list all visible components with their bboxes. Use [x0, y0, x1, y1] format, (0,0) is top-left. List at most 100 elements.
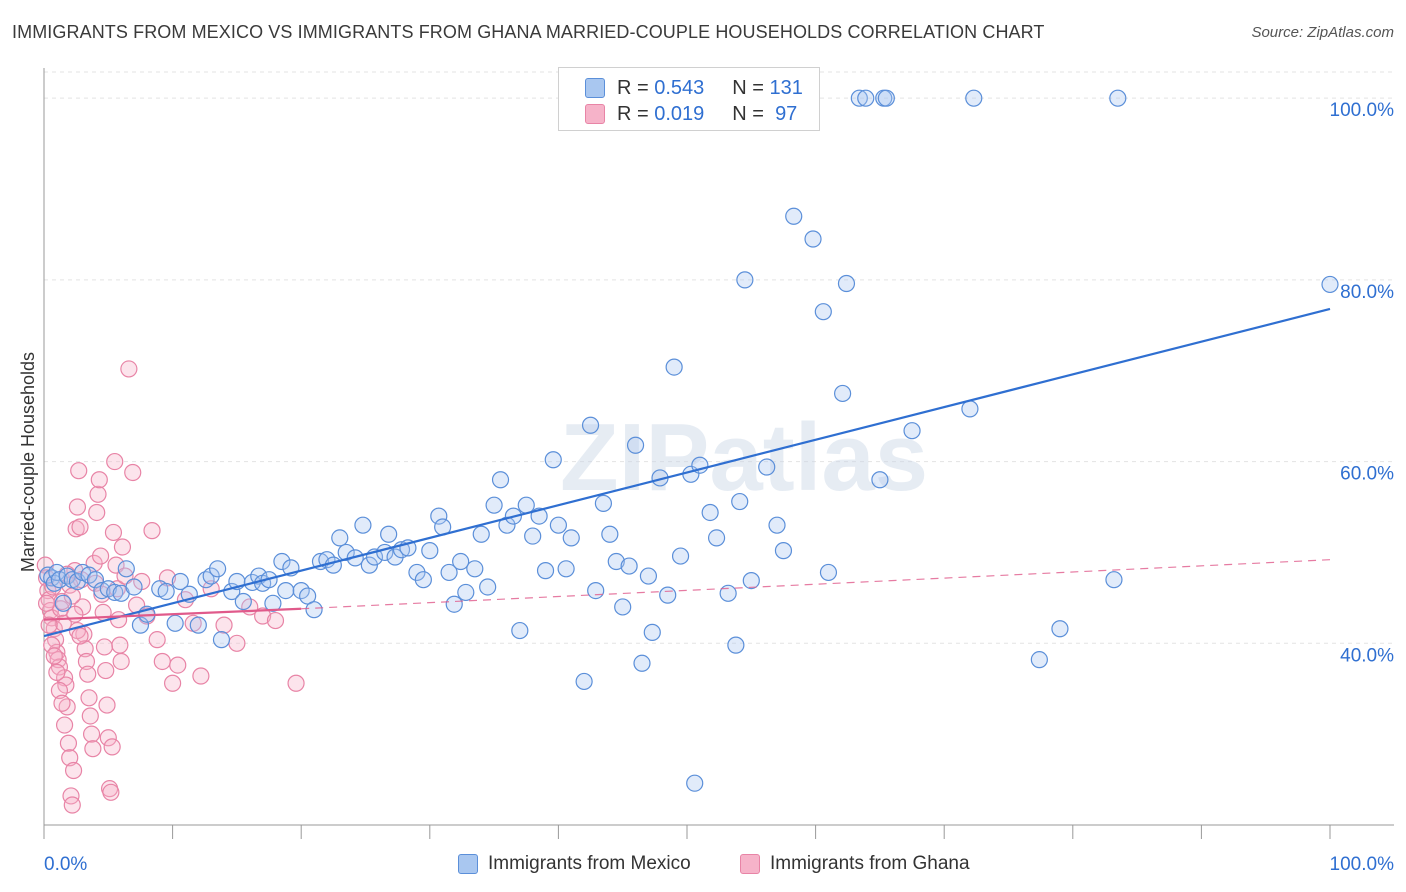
ghana-point: [104, 523, 123, 542]
mexico-point: [837, 274, 856, 293]
ghana-point: [192, 667, 210, 685]
n-label: N =: [732, 102, 764, 125]
mexico-point: [871, 471, 889, 489]
ghana-point: [40, 616, 58, 634]
mexico-point: [850, 89, 868, 107]
mexico-point: [659, 586, 677, 604]
mexico-point: [814, 303, 832, 321]
ghana-point: [109, 611, 128, 629]
mexico-point: [626, 436, 645, 454]
stats-legend: R = 0.543 N = 131 R = 0.019 N = 97: [558, 67, 820, 131]
ghana-point: [124, 463, 142, 482]
ghana-point: [43, 636, 61, 654]
mexico-point: [440, 563, 458, 582]
ghana-point: [111, 636, 129, 654]
mexico-point: [171, 572, 189, 591]
mexico-point: [524, 527, 542, 545]
y-tick-label: 40.0%: [1340, 645, 1394, 666]
mexico-point: [671, 547, 690, 565]
ghana-point: [254, 607, 272, 625]
mexico-point: [125, 578, 143, 596]
ghana-point: [45, 647, 63, 665]
mexico-point: [264, 594, 282, 612]
ghana-point: [62, 787, 80, 805]
mexico-point: [758, 458, 776, 476]
mexico-point: [736, 271, 754, 289]
mexico-point: [166, 614, 184, 632]
mexico-point: [965, 89, 983, 107]
ghana-legend-label: Immigrants from Ghana: [770, 853, 970, 874]
n-label: N =: [732, 76, 764, 99]
ghana-point: [37, 594, 56, 612]
mexico-point: [305, 601, 323, 619]
mexico-point: [445, 595, 463, 613]
mexico-points: [39, 89, 1339, 792]
mexico-point: [607, 552, 625, 571]
legend-row-ghana: R = 0.019 N = 97: [585, 102, 797, 126]
mexico-legend-swatch: [458, 854, 478, 874]
ghana-point: [120, 360, 138, 378]
mexico-point: [857, 89, 875, 107]
mexico-point: [337, 543, 355, 562]
trend-lines: [43, 307, 1331, 638]
ghana-point: [70, 462, 88, 480]
ghana-point: [82, 725, 101, 743]
mexico-point: [511, 621, 529, 640]
mexico-point: [93, 581, 111, 600]
ghana-point: [68, 498, 87, 516]
mexico-point: [665, 358, 683, 376]
mexico-point: [324, 556, 342, 574]
ghana-point: [91, 547, 110, 565]
ghana-point: [61, 749, 79, 767]
mexico-point: [594, 494, 613, 512]
ghana-point: [153, 652, 171, 671]
mexico-point: [466, 560, 484, 578]
mexico-legend-label: Immigrants from Mexico: [488, 853, 691, 874]
mexico-point: [1321, 275, 1339, 294]
mexico-point: [1030, 651, 1048, 669]
mexico-point: [785, 207, 803, 225]
mexico-point: [731, 492, 749, 511]
x-tick-labels: 0.0% 100.0%: [44, 854, 1394, 875]
bottom-legend-ghana: Immigrants from Ghana: [740, 852, 970, 876]
mexico-point: [234, 592, 252, 611]
mexico-point: [701, 503, 719, 522]
mexico-point: [544, 451, 562, 469]
mexico-point: [620, 557, 638, 575]
mexico-point: [601, 525, 619, 543]
mexico-point: [557, 560, 575, 578]
ghana-point: [81, 707, 99, 725]
mexico-point: [587, 581, 605, 600]
ghana-point: [143, 522, 161, 540]
mexico-point: [209, 560, 227, 578]
ghana-point: [169, 656, 187, 674]
mexico-point: [277, 581, 295, 600]
ghana-point: [55, 716, 74, 734]
mexico-point: [457, 583, 475, 602]
ghana-point: [99, 729, 117, 747]
mexico-point: [819, 563, 838, 582]
ghana-point: [215, 616, 233, 634]
mexico-point: [517, 496, 535, 514]
axes: [43, 68, 1394, 839]
ghana-point: [113, 538, 132, 556]
mexico-point: [380, 525, 398, 543]
mexico-point: [86, 571, 105, 589]
ghana-point: [106, 452, 124, 471]
ghana-trend-line: [43, 607, 302, 621]
r-label: R =: [617, 76, 649, 99]
mexico-point: [581, 416, 600, 434]
mexico-point: [614, 598, 632, 616]
ghana-point: [89, 485, 107, 503]
ghana-point: [98, 696, 116, 714]
gridlines: [44, 71, 1394, 644]
ghana-point: [88, 503, 106, 522]
mexico-point: [131, 616, 150, 634]
mexico-point: [212, 631, 231, 649]
y-tick-label: 80.0%: [1340, 282, 1394, 303]
y-axis-label: Married-couple Households: [18, 352, 38, 572]
mexico-point: [472, 525, 490, 543]
ghana-point: [103, 738, 121, 756]
mexico-point: [834, 384, 852, 403]
